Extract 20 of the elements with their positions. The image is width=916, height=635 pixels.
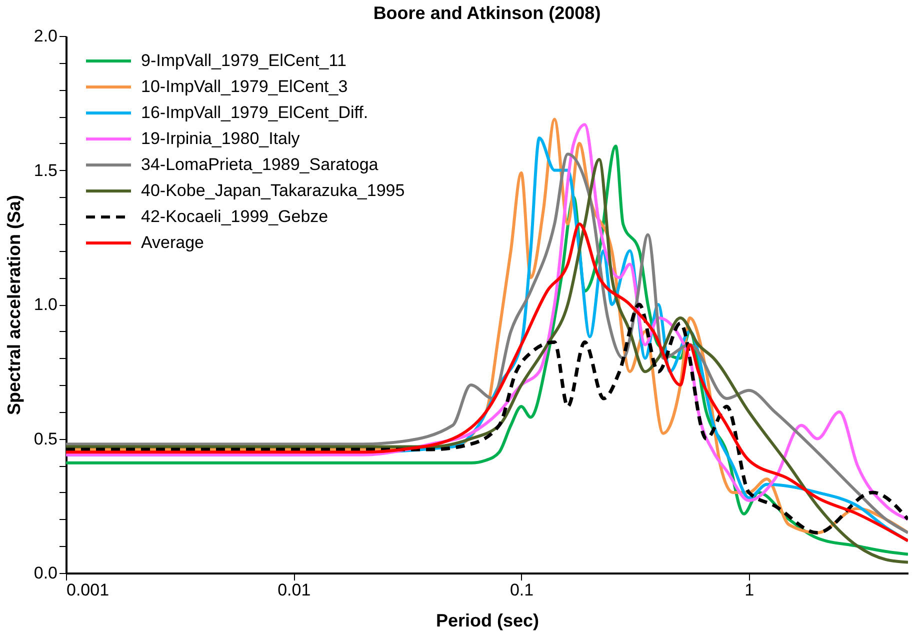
legend-label: 19-Irpinia_1980_Italy bbox=[141, 129, 300, 148]
x-tick-label: 0.01 bbox=[278, 580, 311, 600]
x-axis-title: Period (sec) bbox=[436, 610, 540, 630]
legend-label: 40-Kobe_Japan_Takarazuka_1995 bbox=[141, 181, 405, 200]
y-tick-label: 2.0 bbox=[34, 26, 58, 46]
legend-label: 42-Kocaeli_1999_Gebze bbox=[141, 207, 328, 226]
x-tick-label: 1 bbox=[744, 580, 754, 600]
legend-label: 10-ImpVall_1979_ElCent_3 bbox=[141, 77, 348, 96]
y-tick-label: 0.5 bbox=[34, 429, 58, 448]
y-tick-label: 1.0 bbox=[34, 295, 58, 314]
y-tick-label: 0.0 bbox=[34, 564, 58, 582]
chart-title: Boore and Atkinson (2008) bbox=[373, 3, 601, 23]
x-tick-label: 0.1 bbox=[510, 580, 534, 600]
legend-label: 9-ImpVall_1979_ElCent_11 bbox=[141, 51, 346, 70]
y-tick-label: 1.5 bbox=[34, 160, 58, 180]
legend-label: 16-ImpVall_1979_ElCent_Diff. bbox=[141, 103, 368, 122]
legend-label: 34-LomaPrieta_1989_Saratoga bbox=[141, 155, 379, 174]
x-tick-label: 0.001 bbox=[66, 580, 110, 600]
legend-label: Average bbox=[141, 233, 204, 252]
y-axis-title: Spectral acceleration (Sa) bbox=[4, 194, 24, 416]
